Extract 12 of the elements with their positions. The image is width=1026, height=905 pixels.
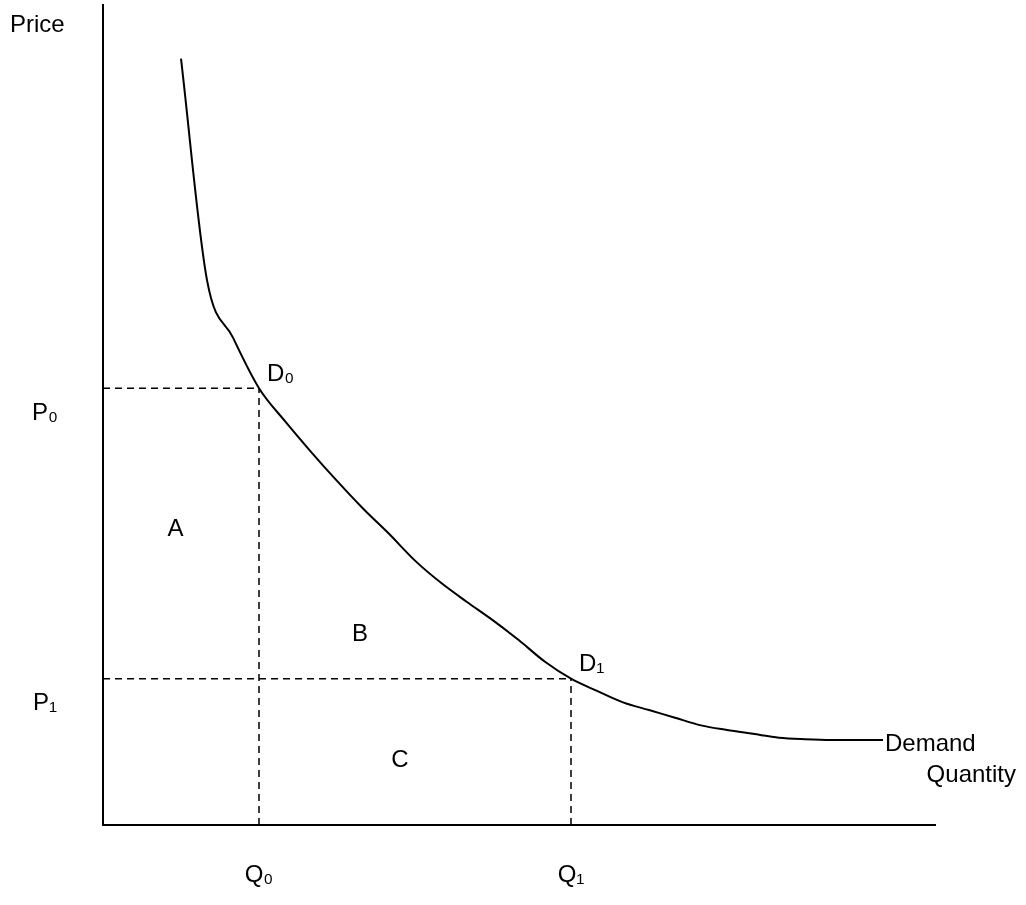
x-axis-title: Quantity: [926, 759, 1016, 787]
annotation: D₁: [579, 649, 605, 677]
series-label: Demand: [885, 728, 976, 756]
annotation: B: [352, 619, 369, 647]
y-axis-title: Price: [10, 9, 65, 37]
x-tick-label: Q₁: [557, 860, 585, 888]
ref-line-label: P₀: [32, 397, 58, 425]
annotation: D₀: [267, 358, 295, 386]
ref-line-label: P₁: [32, 688, 58, 716]
x-tick-label: Q₀: [244, 860, 274, 888]
annotation: C: [391, 744, 409, 772]
annotation: A: [167, 514, 184, 542]
